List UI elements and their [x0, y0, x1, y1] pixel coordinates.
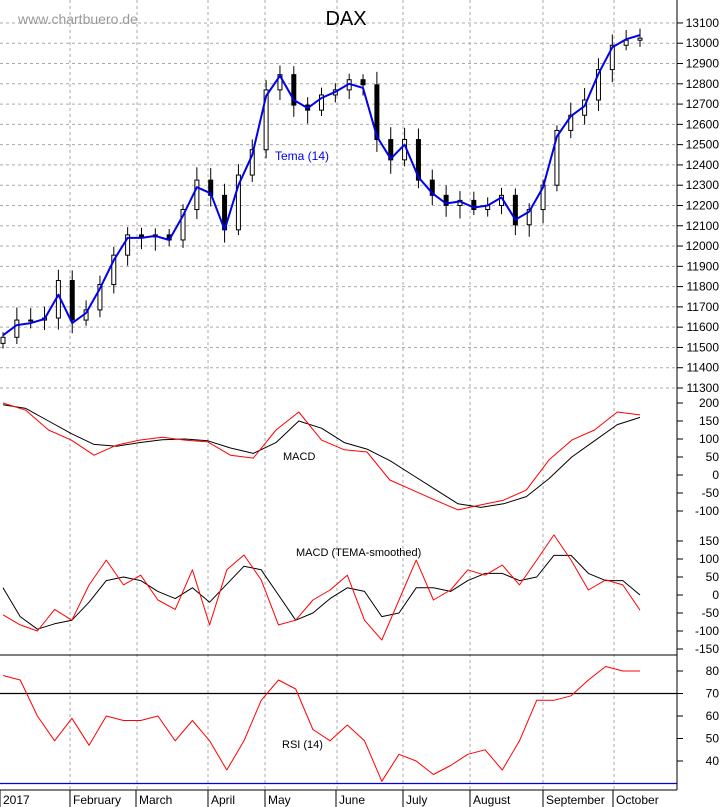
- x-axis: 2017 February March April May June July August S…: [0, 789, 677, 807]
- candle: [512, 194, 518, 226]
- candle: [291, 74, 297, 106]
- candle: [360, 79, 366, 86]
- y-tick-label: 12400: [686, 158, 720, 172]
- tema-line: [2, 34, 641, 337]
- y-tick-label: 13100: [686, 16, 720, 30]
- chart-title: DAX: [325, 8, 366, 30]
- y-tick-label: 11700: [687, 300, 720, 314]
- x-tick-label: April: [211, 793, 235, 807]
- grid: [0, 0, 677, 790]
- y-tick-label: -100: [695, 624, 719, 638]
- y-tick-label: 12900: [686, 57, 720, 71]
- candle: [194, 179, 200, 211]
- x-tick-label: March: [139, 793, 172, 807]
- candle: [263, 89, 269, 151]
- macd-tema-line: [2, 534, 641, 641]
- y-tick-label: 50: [706, 570, 720, 584]
- y-tick-label: 12000: [686, 239, 720, 253]
- macd-line: [2, 402, 641, 511]
- candle: [319, 94, 324, 111]
- candle: [526, 209, 532, 226]
- macd-tema-label: MACD (TEMA-smoothed): [296, 547, 421, 559]
- y-tick-label: 70: [706, 687, 720, 701]
- y-tick-label: 12600: [686, 117, 720, 131]
- y-tick-label: 13000: [686, 36, 720, 50]
- candle: [609, 44, 615, 71]
- y-tick-label: -100: [695, 504, 719, 518]
- candle: [69, 280, 75, 321]
- y-tick-label: 150: [699, 534, 719, 548]
- rsi-line: [2, 666, 640, 782]
- y-tick-label: -50: [702, 486, 720, 500]
- candle: [471, 199, 477, 211]
- x-tick-label: August: [473, 793, 511, 807]
- y-tick-label: 100: [699, 552, 719, 566]
- y-tick-label: 150: [699, 414, 719, 428]
- y-tick-label: 12500: [686, 138, 720, 152]
- candle: [443, 194, 449, 206]
- candle: [0, 336, 6, 344]
- y-tick-label: 11900: [687, 259, 720, 273]
- candle: [125, 234, 131, 256]
- candle: [388, 139, 394, 161]
- y-tick-label: 50: [706, 450, 720, 464]
- y-tick-label: -50: [702, 606, 720, 620]
- macd-label: MACD: [283, 451, 315, 463]
- macd-tema-signal-line: [2, 554, 641, 630]
- x-tick-label: June: [339, 793, 365, 807]
- y-tick-label: 12800: [686, 77, 720, 91]
- candle: [111, 254, 117, 286]
- x-tick-label: 2017: [3, 793, 30, 807]
- candle: [415, 139, 421, 181]
- y-tick-label: 12700: [686, 97, 720, 111]
- x-tick-label: February: [73, 793, 121, 807]
- candle: [28, 319, 34, 322]
- y-tick-label: 12200: [686, 198, 720, 212]
- candle: [554, 129, 560, 186]
- candle: [374, 84, 380, 141]
- y-tick-label: 60: [706, 709, 720, 723]
- candle: [14, 319, 20, 338]
- candle: [235, 174, 241, 231]
- y-tick-label: 11800: [687, 280, 720, 294]
- panels: [0, 28, 677, 785]
- x-tick-label: May: [268, 793, 291, 807]
- y-tick-label: 11300: [687, 381, 720, 395]
- macd-signal-line: [2, 404, 641, 508]
- candle: [180, 209, 186, 241]
- y-tick-label: 11500: [687, 340, 720, 354]
- y-tick-label: 11400: [687, 361, 720, 375]
- candle: [97, 284, 103, 311]
- y-tick-label: 12300: [686, 178, 720, 192]
- y-tick-label: 0: [712, 588, 719, 602]
- y-tick-label: -150: [695, 642, 719, 656]
- x-tick-label: October: [616, 793, 659, 807]
- rsi-label: RSI (14): [282, 739, 323, 751]
- y-tick-label: 50: [706, 732, 720, 746]
- y-tick-label: 200: [699, 396, 719, 410]
- y-tick-label: 12100: [686, 219, 720, 233]
- y-tick-label: 11600: [687, 320, 720, 334]
- y-tick-label: 80: [706, 664, 720, 678]
- y-tick-label: 40: [706, 754, 720, 768]
- y-axis: 13100 13000 12900 12800 12700 12600 12500 12400…: [676, 0, 720, 790]
- candle: [138, 234, 144, 238]
- candle: [637, 37, 643, 41]
- candle: [429, 179, 435, 196]
- tema-label: Tema (14): [275, 149, 329, 163]
- candle: [595, 69, 601, 101]
- candle: [249, 149, 255, 176]
- x-tick-label: July: [406, 793, 427, 807]
- watermark: www.chartbuero.de: [17, 11, 138, 27]
- y-tick-label: 100: [699, 432, 719, 446]
- y-tick-label: 0: [712, 468, 719, 482]
- x-tick-label: September: [546, 793, 605, 807]
- candle: [277, 74, 283, 91]
